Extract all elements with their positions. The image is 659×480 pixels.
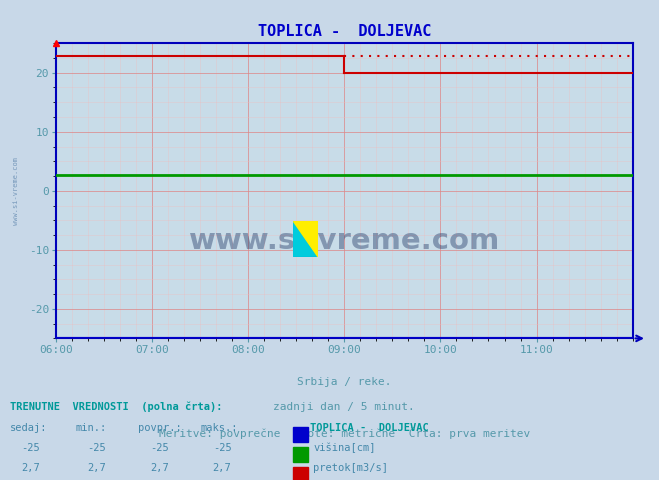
Title: TOPLICA -  DOLJEVAC: TOPLICA - DOLJEVAC	[258, 24, 431, 39]
Text: zadnji dan / 5 minut.: zadnji dan / 5 minut.	[273, 402, 415, 412]
Text: TOPLICA -  DOLJEVAC: TOPLICA - DOLJEVAC	[310, 423, 428, 433]
Text: -25: -25	[88, 443, 106, 453]
FancyBboxPatch shape	[293, 447, 308, 462]
Text: sedaj:: sedaj:	[10, 423, 47, 433]
FancyBboxPatch shape	[293, 468, 308, 480]
Text: -25: -25	[213, 443, 231, 453]
Text: 2,7: 2,7	[22, 463, 40, 473]
Text: 2,7: 2,7	[150, 463, 169, 473]
Text: višina[cm]: višina[cm]	[313, 443, 376, 454]
Text: Meritve: povprečne  Enote: metrične  Črta: prva meritev: Meritve: povprečne Enote: metrične Črta:…	[159, 427, 530, 439]
Text: min.:: min.:	[76, 423, 107, 433]
Text: pretok[m3/s]: pretok[m3/s]	[313, 463, 388, 473]
Text: maks.:: maks.:	[201, 423, 239, 433]
Text: -25: -25	[22, 443, 40, 453]
Text: Srbija / reke.: Srbija / reke.	[297, 377, 391, 387]
Polygon shape	[293, 221, 318, 257]
Text: TRENUTNE  VREDNOSTI  (polna črta):: TRENUTNE VREDNOSTI (polna črta):	[10, 402, 222, 412]
Text: -25: -25	[150, 443, 169, 453]
FancyBboxPatch shape	[293, 427, 308, 442]
Text: povpr.:: povpr.:	[138, 423, 182, 433]
Text: 2,7: 2,7	[88, 463, 106, 473]
Polygon shape	[293, 221, 318, 257]
Text: www.si-vreme.com: www.si-vreme.com	[13, 157, 18, 225]
Text: 2,7: 2,7	[213, 463, 231, 473]
Text: www.si-vreme.com: www.si-vreme.com	[188, 227, 500, 255]
